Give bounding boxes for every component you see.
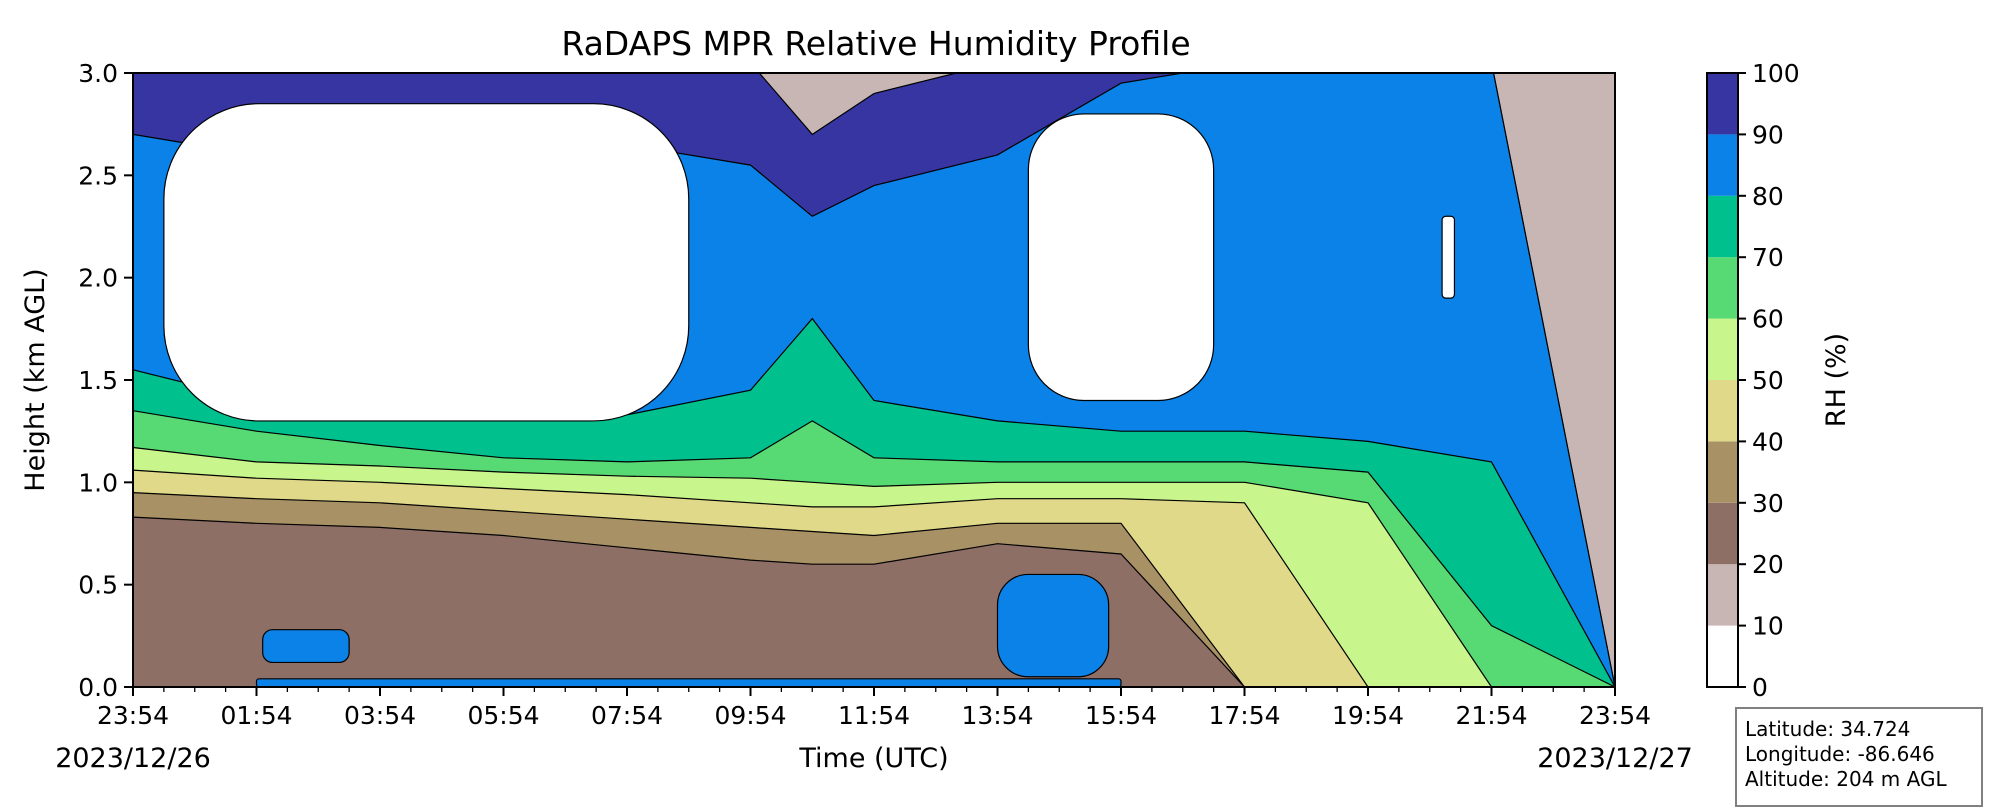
colorbar-tick-label: 100 (1752, 59, 1800, 88)
x-axis: 23:54 01:54 03:54 05:54 07:54 09:54 11:54 13:54… (97, 687, 1651, 730)
contour-plot-area (133, 73, 1615, 687)
colorbar-tick-label: 60 (1752, 305, 1784, 334)
colorbar-segment-30-40 (1707, 441, 1738, 503)
altitude-text: Altitude: 204 m AGL (1745, 767, 1947, 791)
colorbar-segment-50-60 (1707, 318, 1738, 380)
colorbar-segment-70-80 (1707, 195, 1738, 258)
chart-title: RaDAPS MPR Relative Humidity Profile (561, 24, 1190, 63)
colorbar-segment-40-50 (1707, 380, 1738, 442)
y-tick-label: 0.0 (78, 673, 118, 702)
colorbar-tick-label: 50 (1752, 366, 1784, 395)
colorbar-segment-90-100 (1707, 73, 1738, 135)
x-tick-label: 03:54 (344, 701, 416, 730)
x-tick-label: 17:54 (1208, 701, 1280, 730)
region-moist-core (996, 573, 1110, 678)
y-axis-label: Height (km AGL) (20, 268, 51, 491)
contour-regions (163, 103, 1456, 687)
region-clear-dry (163, 103, 690, 422)
colorbar-label: RH (%) (1821, 333, 1852, 427)
x-tick-label: 11:54 (838, 701, 910, 730)
y-tick-label: 2.0 (78, 264, 118, 293)
colorbar-segment-10-20 (1707, 564, 1738, 626)
y-tick-label: 2.5 (78, 161, 118, 190)
x-tick-label: 05:54 (467, 701, 539, 730)
x-tick-label: 13:54 (961, 701, 1033, 730)
x-tick-label: 07:54 (591, 701, 663, 730)
colorbar-segment-20-30 (1707, 502, 1738, 565)
x-tick-label: 21:54 (1455, 701, 1527, 730)
x-tick-label: 15:54 (1085, 701, 1157, 730)
x-tick-label: 01:54 (220, 701, 292, 730)
colorbar-tick-label: 30 (1752, 489, 1784, 518)
region-clear-dry (1441, 215, 1456, 299)
y-tick-label: 1.5 (78, 366, 118, 395)
station-info-box: Latitude: 34.724 Longitude: -86.646 Alti… (1735, 707, 1983, 807)
colorbar-tick-label: 10 (1752, 612, 1784, 641)
contour-band-20-30 (133, 516, 1615, 687)
colorbar-tick-label: 70 (1752, 243, 1784, 272)
colorbar: 0 10 20 30 40 50 60 70 80 90 100 (1706, 59, 1800, 702)
region-moist-patch (262, 629, 350, 664)
region-surface-layer (255, 678, 1122, 687)
start-date-label: 2023/12/26 (55, 743, 211, 774)
longitude-text: Longitude: -86.646 (1745, 742, 1935, 766)
latitude-text: Latitude: 34.724 (1745, 717, 1911, 741)
colorbar-tick-label: 40 (1752, 427, 1784, 456)
colorbar-tick-label: 90 (1752, 120, 1784, 149)
region-clear-dry (1027, 113, 1215, 402)
colorbar-segment-80-90 (1707, 134, 1738, 196)
x-axis-label: Time (UTC) (798, 743, 948, 774)
colorbar-tick-label: 80 (1752, 182, 1784, 211)
x-tick-label: 19:54 (1332, 701, 1404, 730)
contour-bands (133, 73, 1615, 687)
end-date-label: 2023/12/27 (1537, 743, 1693, 774)
y-axis: 0.0 0.5 1.0 1.5 2.0 2.5 3.0 (78, 59, 133, 702)
x-tick-label: 09:54 (714, 701, 786, 730)
y-tick-label: 1.0 (78, 468, 118, 497)
y-tick-label: 3.0 (78, 59, 118, 88)
colorbar-tick-label: 0 (1752, 673, 1768, 702)
colorbar-segment-60-70 (1707, 257, 1738, 319)
y-tick-label: 0.5 (78, 571, 118, 600)
x-tick-label: 23:54 (1579, 701, 1651, 730)
colorbar-tick-label: 20 (1752, 550, 1784, 579)
colorbar-segment-0-10 (1707, 625, 1738, 687)
x-tick-label: 23:54 (97, 701, 169, 730)
